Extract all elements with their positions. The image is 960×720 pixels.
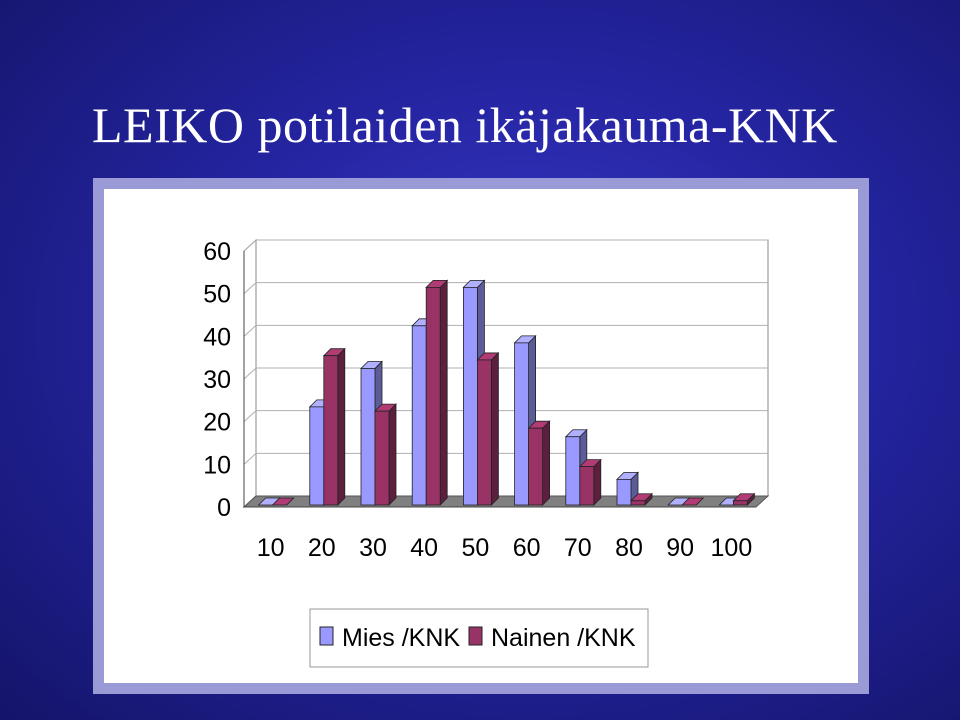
gridline [243, 324, 768, 337]
slide-title: LEIKO potilaiden ikäjakauma-KNK [92, 97, 838, 153]
bar-front [360, 368, 376, 506]
y-tick-label: 60 [203, 238, 231, 266]
y-axis-ticks: 0 10 20 30 40 50 60 [203, 238, 231, 522]
bar-front [309, 406, 325, 506]
x-tick-label: 10 [257, 534, 285, 562]
bar-nainen-40 [425, 279, 449, 506]
legend-entry-nainen: Nainen /KNK [468, 624, 636, 652]
bar-front [528, 427, 543, 506]
legend-swatch [319, 626, 334, 646]
bar-side [593, 458, 602, 506]
gridline [243, 367, 768, 380]
bar-side [388, 403, 397, 506]
bar-nainen-90 [681, 497, 705, 506]
bar-nainen-10 [271, 497, 295, 506]
bar-front [425, 286, 441, 506]
bar-top [271, 497, 295, 506]
legend-entry-mies: Mies /KNK [319, 624, 460, 652]
bar-top [681, 497, 705, 506]
x-tick-label: 80 [615, 534, 643, 562]
bar-nainen-70 [578, 458, 602, 506]
bar-front [323, 355, 339, 506]
bar-side [439, 279, 448, 506]
bar-nainen-30 [374, 403, 397, 506]
legend-label: Mies /KNK [342, 624, 460, 652]
bar-nainen-50 [476, 351, 500, 506]
gridline [243, 410, 768, 423]
bar-side [490, 351, 499, 506]
bar-front [476, 359, 492, 506]
gridline [243, 282, 768, 295]
gridline [243, 452, 768, 465]
y-tick-label: 20 [203, 409, 231, 437]
y-tick-label: 0 [217, 494, 231, 522]
legend-swatch [468, 626, 483, 646]
bar-nainen-20 [322, 347, 346, 506]
y-tick-label: 30 [203, 366, 231, 394]
x-tick-label: 60 [513, 534, 541, 562]
x-tick-label: 70 [564, 534, 592, 562]
x-axis-ticks: 10 20 30 40 50 60 70 80 90 100 [257, 534, 753, 562]
bar-side [542, 420, 550, 506]
legend: Mies /KNK Nainen /KNK [309, 608, 649, 668]
bar-front [630, 500, 646, 506]
y-tick-label: 40 [203, 323, 231, 351]
x-tick-label: 100 [711, 534, 753, 562]
x-tick-label: 40 [410, 534, 438, 562]
bar-front [374, 410, 390, 506]
bar-front [733, 500, 748, 506]
y-tick-label: 10 [203, 451, 231, 479]
bar-nainen-100 [732, 492, 756, 506]
bar-front [411, 325, 427, 506]
legend-label: Nainen /KNK [491, 624, 636, 652]
bar-nainen-60 [527, 420, 551, 506]
bar-nainen-80 [630, 492, 653, 506]
bar-front [616, 478, 632, 506]
chart-bars [257, 279, 756, 506]
y-tick-label: 50 [203, 281, 231, 309]
x-tick-label: 30 [359, 534, 387, 562]
bar-front [579, 466, 595, 506]
bar-front [565, 436, 581, 506]
x-tick-label: 90 [666, 534, 694, 562]
x-tick-label: 20 [308, 534, 336, 562]
bar-front [462, 286, 478, 506]
bar-side [337, 347, 346, 506]
x-tick-label: 50 [461, 534, 489, 562]
gridline [243, 239, 768, 252]
bar-front [514, 342, 529, 506]
